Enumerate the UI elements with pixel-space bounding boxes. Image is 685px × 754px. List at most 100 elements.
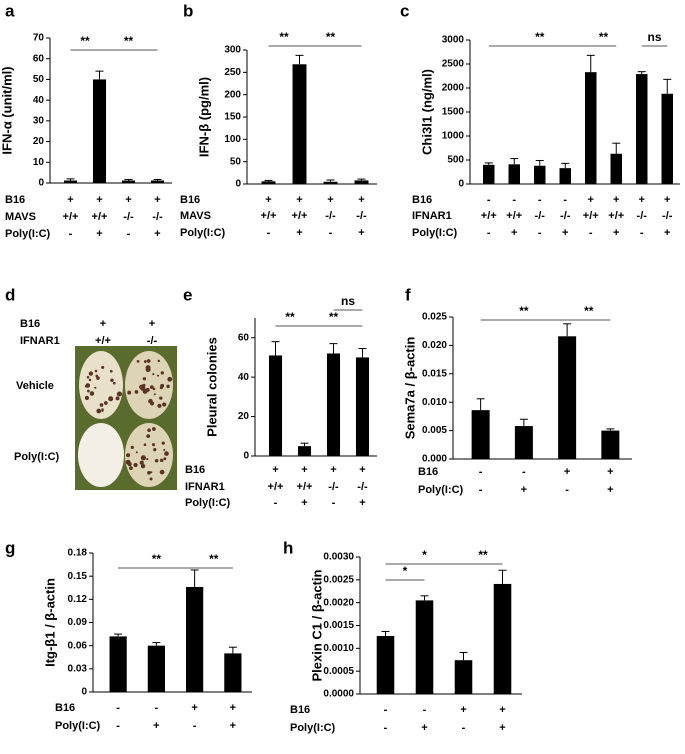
bar bbox=[326, 353, 341, 456]
condition-cell: - bbox=[538, 227, 542, 239]
y-axis-label: Chi3l1 (ng/ml) bbox=[419, 69, 434, 155]
condition-cell: + bbox=[96, 194, 102, 206]
condition-cell: + bbox=[230, 720, 236, 732]
y-axis-label: Pleural colonies bbox=[204, 337, 219, 437]
condition-cell: - bbox=[193, 720, 197, 732]
colony-spot bbox=[125, 453, 131, 458]
condition-cell: + bbox=[358, 227, 364, 239]
y-axis-label: IFN-β (pg/ml) bbox=[196, 77, 211, 157]
colony-spot bbox=[130, 445, 134, 449]
condition-cell: - bbox=[384, 722, 388, 734]
condition-cell: - bbox=[332, 497, 336, 509]
bar bbox=[585, 72, 597, 184]
y-tick-label: 0.000 bbox=[422, 454, 447, 465]
condition-label: B16 bbox=[290, 704, 310, 716]
condition-cell: -/- bbox=[123, 211, 134, 223]
y-tick-label: 0.15 bbox=[68, 571, 88, 582]
colony-spot bbox=[88, 371, 94, 376]
significance-label: ** bbox=[584, 304, 594, 318]
colony-spot bbox=[136, 359, 140, 363]
condition-cell: + bbox=[191, 702, 197, 714]
condition-cell: -/- bbox=[357, 481, 368, 493]
y-tick-label: 60 bbox=[238, 332, 250, 343]
condition-cell: - bbox=[640, 227, 644, 239]
bar bbox=[610, 153, 622, 184]
condition-cell: + bbox=[265, 194, 271, 206]
condition-cell: -/- bbox=[325, 210, 336, 222]
condition-cell: +/+ bbox=[261, 210, 277, 222]
bar bbox=[92, 79, 107, 183]
colony-spot bbox=[159, 396, 163, 400]
colony-spot bbox=[127, 390, 132, 395]
condition-cell: + bbox=[272, 464, 278, 476]
colony-spot bbox=[133, 462, 138, 468]
lung-poly-wt bbox=[78, 423, 124, 487]
colony-spot bbox=[157, 403, 162, 408]
y-tick-label: 40 bbox=[238, 372, 250, 383]
colony-spot bbox=[141, 383, 146, 388]
colony-spot bbox=[160, 371, 164, 375]
y-axis-label: IFN-α (unit/ml) bbox=[0, 66, 14, 154]
condition-cell: - bbox=[479, 484, 483, 496]
colony-spot bbox=[112, 381, 116, 385]
colony-spot bbox=[109, 369, 113, 373]
condition-cell: + bbox=[664, 194, 670, 206]
bar bbox=[508, 164, 520, 184]
significance-label: ** bbox=[152, 552, 162, 566]
significance-label: ** bbox=[80, 34, 90, 48]
y-tick-label: 250 bbox=[224, 67, 241, 78]
colony-spot bbox=[153, 448, 157, 452]
condition-cell: + bbox=[499, 704, 505, 716]
bar bbox=[147, 645, 165, 692]
bar bbox=[292, 64, 307, 184]
bar bbox=[376, 636, 395, 694]
condition-label: Poly(I:C) bbox=[55, 720, 101, 732]
condition-cell: + bbox=[607, 466, 613, 478]
bar bbox=[558, 336, 577, 459]
condition-cell: + bbox=[296, 194, 302, 206]
colony-spot bbox=[101, 409, 104, 412]
condition-label: B16 bbox=[180, 194, 200, 206]
y-tick-label: 0 bbox=[81, 687, 87, 698]
condition-cell: +/+ bbox=[268, 481, 284, 493]
y-tick-label: 0.06 bbox=[68, 640, 88, 651]
colony-spot bbox=[84, 395, 89, 401]
condition-cell: - bbox=[267, 227, 271, 239]
y-tick-label: 150 bbox=[224, 112, 241, 123]
condition-label: B16 bbox=[185, 464, 205, 476]
condition-label: Poly(I:C) bbox=[180, 227, 226, 239]
y-tick-label: 20 bbox=[238, 411, 250, 422]
row-label: IFNAR1 bbox=[20, 335, 60, 347]
condition-cell: - bbox=[487, 227, 491, 239]
y-tick-label: 0.0005 bbox=[323, 666, 354, 677]
colony-spot bbox=[135, 451, 138, 454]
condition-cell: - bbox=[116, 702, 120, 714]
condition-label: B16 bbox=[412, 194, 432, 206]
condition-cell: + bbox=[230, 702, 236, 714]
colony-spot bbox=[146, 434, 151, 438]
significance-label: ** bbox=[326, 30, 336, 44]
y-tick-label: 100 bbox=[224, 134, 241, 145]
colony-spot bbox=[163, 457, 167, 461]
y-tick-label: 0.010 bbox=[422, 397, 447, 408]
y-tick-label: 0.09 bbox=[68, 617, 88, 628]
condition-cell: - bbox=[329, 227, 333, 239]
condition-label: B16 bbox=[418, 466, 438, 478]
y-tick-label: 0.0000 bbox=[323, 689, 354, 700]
condition-cell: + bbox=[359, 464, 365, 476]
row-cell: -/- bbox=[147, 335, 158, 347]
colony-spot bbox=[159, 469, 165, 475]
condition-cell: + bbox=[301, 464, 307, 476]
condition-cell: +/+ bbox=[506, 210, 522, 222]
condition-label: B16 bbox=[55, 702, 75, 714]
colony-spot bbox=[96, 408, 102, 414]
colony-spot bbox=[153, 393, 156, 396]
y-tick-label: 0.0020 bbox=[323, 597, 354, 608]
bar bbox=[454, 660, 473, 694]
colony-spot bbox=[152, 427, 156, 431]
colony-spot bbox=[103, 401, 108, 405]
colony-spot bbox=[94, 369, 98, 373]
colony-spot bbox=[154, 458, 159, 463]
y-tick-label: 50 bbox=[33, 74, 45, 85]
panel-letter: e bbox=[183, 285, 192, 304]
